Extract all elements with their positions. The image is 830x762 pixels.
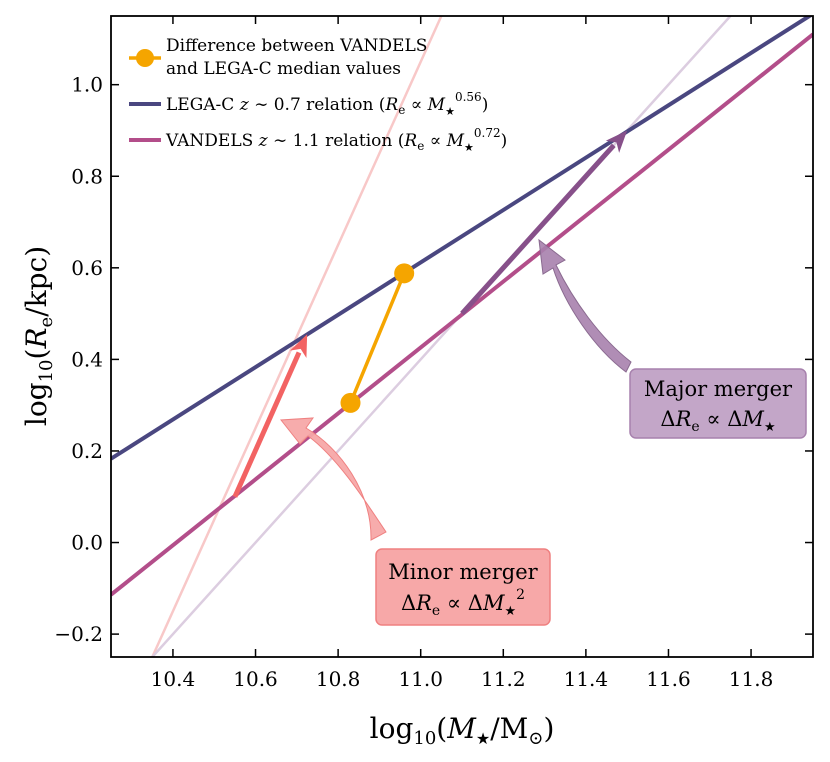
minor-merger-arrow — [232, 351, 302, 498]
legend-label-difference-1: Difference between VANDELS — [166, 36, 427, 56]
x-tick-label: 11.4 — [564, 667, 609, 691]
vandels-relation-line — [111, 32, 813, 597]
x-axis-label: log10(M★/M⊙) — [370, 712, 555, 749]
major-merger-annotation: Major merger ΔRe ∝ ΔM★ — [629, 368, 807, 439]
y-tick-label: 0.8 — [71, 164, 103, 188]
y-tick-label: 0.2 — [71, 439, 103, 463]
plot-area — [111, 16, 813, 657]
legend-label-difference-2: and LEGA-C median values — [166, 59, 401, 79]
legend: Difference between VANDELS and LEGA-C me… — [129, 36, 507, 154]
y-ticks: −0.2 0.0 0.2 0.4 0.6 0.8 1.0 — [54, 73, 813, 646]
minor-merger-pointer-arrow — [280, 417, 387, 541]
x-tick-label: 10.6 — [233, 667, 278, 691]
lega-c-relation-line — [111, 16, 813, 461]
major-merger-box — [629, 368, 807, 439]
vandels-median-point — [340, 392, 361, 413]
minor-merger-track-line — [151, 16, 443, 657]
y-tick-label: 0.4 — [71, 347, 103, 371]
major-merger-arrowhead — [605, 130, 628, 153]
major-merger-track-line — [151, 16, 732, 657]
x-tick-label: 11.6 — [646, 667, 691, 691]
legend-label-vandels: VANDELS z ∼ 1.1 relation (Re ∝ M★0.72) — [165, 126, 507, 154]
y-tick-label: 0.6 — [71, 256, 103, 280]
major-merger-pointer-arrow — [538, 238, 632, 373]
major-merger-title: Major merger — [644, 377, 793, 401]
plot-frame — [110, 15, 814, 658]
minor-merger-title: Minor merger — [388, 560, 538, 584]
legend-label-lega-c: LEGA-C z ∼ 0.7 relation (Re ∝ M★0.56) — [166, 90, 488, 118]
x-tick-label: 10.4 — [151, 667, 196, 691]
x-tick-label: 10.8 — [316, 667, 361, 691]
minor-merger-relation: ΔRe ∝ ΔM★2 — [401, 587, 525, 619]
y-tick-label: 1.0 — [71, 73, 103, 97]
minor-merger-arrowhead — [289, 334, 308, 358]
minor-merger-box — [375, 548, 551, 626]
y-tick-label: −0.2 — [54, 622, 103, 646]
median-difference-line — [348, 272, 406, 404]
x-ticks: 10.4 10.6 10.8 11.0 11.2 11.4 11.6 11.8 — [151, 16, 774, 691]
x-tick-label: 11.8 — [729, 667, 774, 691]
x-tick-label: 11.0 — [398, 667, 443, 691]
minor-merger-annotation: Minor merger ΔRe ∝ ΔM★2 — [375, 548, 551, 626]
major-merger-arrow — [460, 143, 616, 316]
y-tick-label: 0.0 — [71, 531, 103, 555]
legend-marker-difference — [136, 49, 154, 67]
x-tick-label: 11.2 — [481, 667, 526, 691]
major-merger-relation: ΔRe ∝ ΔM★ — [660, 407, 775, 435]
y-axis-label: log10(Re/kpc) — [20, 246, 57, 426]
lega-c-median-point — [394, 263, 415, 284]
